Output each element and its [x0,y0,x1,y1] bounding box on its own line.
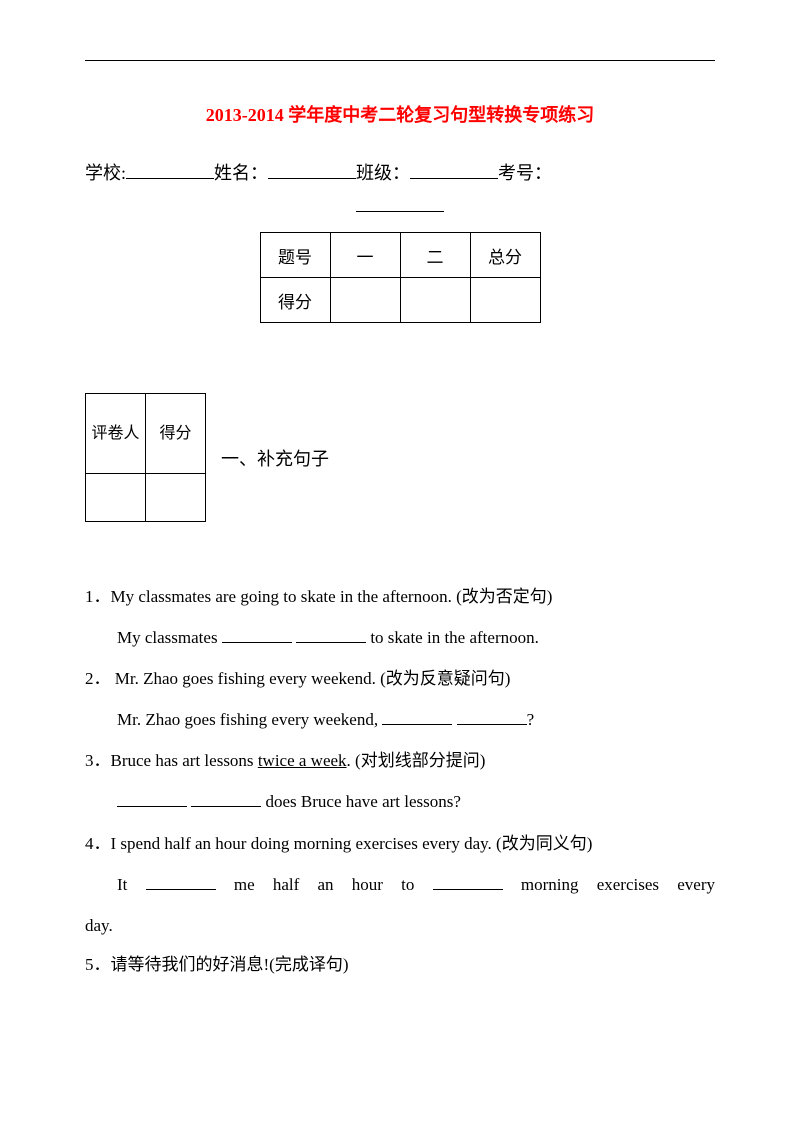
answer-blank [433,889,503,890]
answer-blank [146,889,216,890]
table-row: 评卷人 得分 [86,394,206,474]
question-1-answer: My classmates to skate in the afternoon. [85,618,715,657]
ans-text: morning exercises every [503,875,715,894]
q-number: 2． [85,669,111,688]
answer-blank [191,806,261,807]
ans-text: me half an hour to [216,875,433,894]
class-blank [410,178,498,179]
section-title: 一、补充句子 [221,445,329,471]
q-text: . (对划线部分提问) [347,751,486,770]
ans-text: to skate in the afternoon. [366,628,539,647]
class-label: 班级： [356,163,410,183]
school-blank [126,178,214,179]
question-4-answer-line2: day. [85,906,715,945]
q-number: 3． [85,751,111,770]
student-info-line: 学校: 姓名： 班级： 考号： [85,155,715,191]
q-text: My classmates are going to skate in the … [111,587,553,606]
empty-cell [86,474,146,522]
ans-text: day. [85,916,113,935]
ans-text: ? [527,710,535,729]
empty-cell [330,278,400,323]
header-cell: 题号 [260,233,330,278]
q-text: 请等待我们的好消息!(完成译句) [111,955,349,974]
ans-text: Mr. Zhao goes fishing every weekend, [117,710,382,729]
q-text: Bruce has art lessons [111,751,258,770]
q-number: 1． [85,587,111,606]
page-title: 2013-2014 学年度中考二轮复习句型转换专项练习 [85,101,715,127]
questions-list: 1．My classmates are going to skate in th… [85,577,715,984]
table-row: 题号 一 二 总分 [260,233,540,278]
question-5: 5．请等待我们的好消息!(完成译句) [85,945,715,984]
exam-no-blank-line [85,199,715,217]
name-label: 姓名： [214,163,268,183]
answer-blank [457,724,527,725]
answer-blank [222,642,292,643]
question-2: 2． Mr. Zhao goes fishing every weekend. … [85,659,715,698]
school-label: 学校: [85,163,126,183]
answer-blank [296,642,366,643]
q-text: I spend half an hour doing morning exerc… [111,834,593,853]
table-row [86,474,206,522]
question-4-answer: It me half an hour to morning exercises … [85,865,715,904]
ans-text: It [117,875,146,894]
empty-cell [146,474,206,522]
score-label-cell: 得分 [260,278,330,323]
top-divider [85,60,715,61]
col2-cell: 二 [400,233,470,278]
table-row: 得分 [260,278,540,323]
q-text: Mr. Zhao goes fishing every weekend. (改为… [111,669,511,688]
total-cell: 总分 [470,233,540,278]
grader-table: 评卷人 得分 [85,393,206,522]
question-2-answer: Mr. Zhao goes fishing every weekend, ? [85,700,715,739]
section-header: 评卷人 得分 一、补充句子 [85,393,715,522]
col1-cell: 一 [330,233,400,278]
answer-blank [117,806,187,807]
grader-score-cell: 得分 [146,394,206,474]
name-blank [268,178,356,179]
empty-cell [470,278,540,323]
exam-no-label: 考号： [498,163,552,183]
q-number: 5． [85,955,111,974]
question-4: 4．I spend half an hour doing morning exe… [85,824,715,863]
answer-blank [382,724,452,725]
q-number: 4． [85,834,111,853]
empty-cell [400,278,470,323]
score-table: 题号 一 二 总分 得分 [260,232,541,323]
question-3: 3．Bruce has art lessons twice a week. (对… [85,741,715,780]
grader-label-cell: 评卷人 [86,394,146,474]
question-3-answer: does Bruce have art lessons? [85,782,715,821]
exam-no-blank [356,211,444,212]
ans-text: My classmates [117,628,222,647]
ans-text: does Bruce have art lessons? [261,792,461,811]
underlined-text: twice a week [258,751,347,770]
question-1: 1．My classmates are going to skate in th… [85,577,715,616]
